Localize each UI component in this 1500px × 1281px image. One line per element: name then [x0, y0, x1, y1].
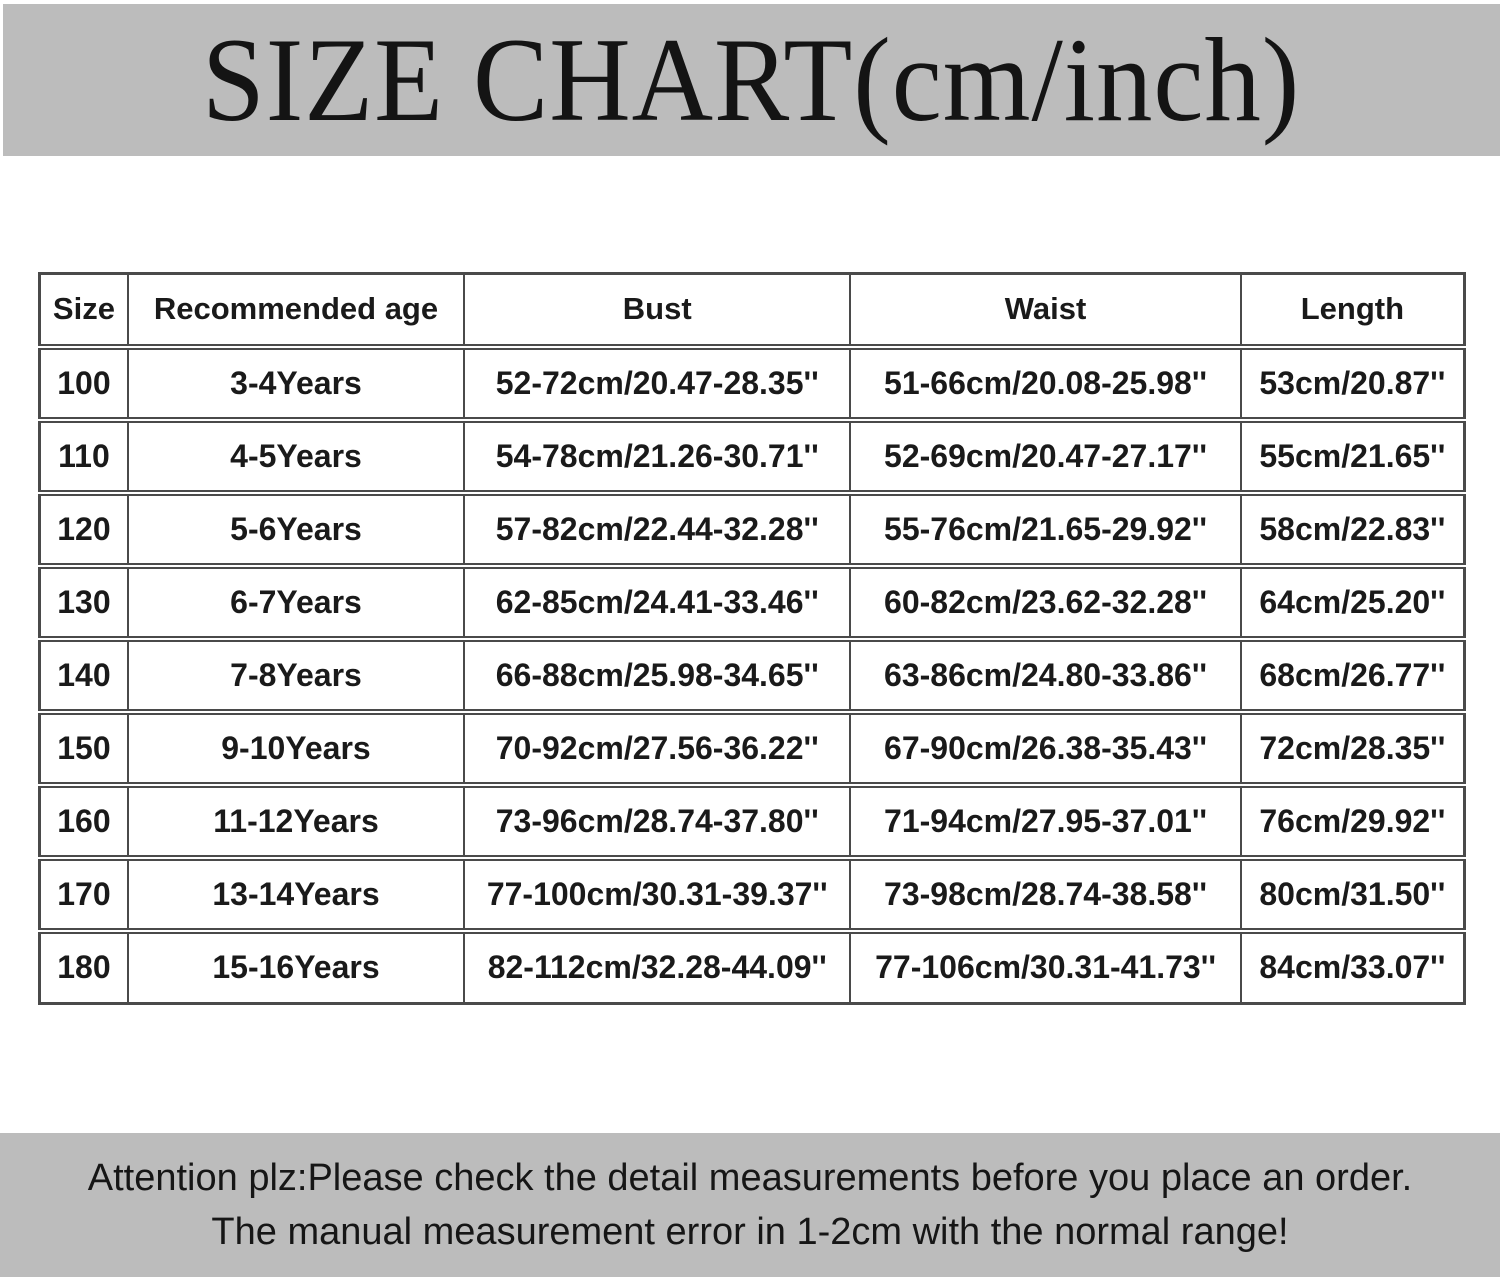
table-row: 180 15-16Years 82-112cm/32.28-44.09'' 77-10…	[38, 927, 1466, 1005]
cell-recommended-age: 4-5Years	[126, 416, 466, 494]
table-row: 120 5-6Years 57-82cm/22.44-32.28'' 55-76cm/…	[38, 489, 1466, 567]
table-header-row: Size Recommended age Bust Waist Length	[38, 272, 1466, 348]
column-header-waist: Waist	[849, 272, 1242, 348]
table-row: 140 7-8Years 66-88cm/25.98-34.65'' 63-86cm/…	[38, 635, 1466, 713]
column-header-size: Size	[38, 272, 129, 348]
cell-length: 53cm/20.87''	[1239, 343, 1466, 421]
table-row: 150 9-10Years 70-92cm/27.56-36.22'' 67-90cm…	[38, 708, 1466, 786]
cell-size: 130	[38, 562, 129, 640]
cell-waist: 63-86cm/24.80-33.86''	[849, 635, 1242, 713]
cell-length: 68cm/26.77''	[1239, 635, 1466, 713]
cell-bust: 62-85cm/24.41-33.46''	[463, 562, 852, 640]
cell-waist: 77-106cm/30.31-41.73''	[849, 927, 1242, 1005]
attention-text-line1: Attention plz:Please check the detail me…	[87, 1157, 1413, 1199]
cell-waist: 67-90cm/26.38-35.43''	[849, 708, 1242, 786]
cell-recommended-age: 6-7Years	[126, 562, 466, 640]
cell-recommended-age: 11-12Years	[126, 781, 466, 859]
cell-bust: 77-100cm/30.31-39.37''	[463, 854, 852, 932]
table-header-row: Size Recommended age Bust Waist Length	[38, 272, 1466, 348]
cell-recommended-age: 9-10Years	[126, 708, 466, 786]
title-banner: SIZE CHART(cm/inch)	[3, 4, 1500, 156]
cell-length: 64cm/25.20''	[1239, 562, 1466, 640]
attention-banner: Attention plz:Please check the detail me…	[0, 1133, 1500, 1277]
cell-recommended-age: 5-6Years	[126, 489, 466, 567]
cell-length: 72cm/28.35''	[1239, 708, 1466, 786]
cell-size: 160	[38, 781, 129, 859]
cell-waist: 55-76cm/21.65-29.92''	[849, 489, 1242, 567]
cell-recommended-age: 7-8Years	[126, 635, 466, 713]
cell-length: 80cm/31.50''	[1239, 854, 1466, 932]
column-header-recommended-age: Recommended age	[126, 272, 466, 348]
cell-bust: 70-92cm/27.56-36.22''	[463, 708, 852, 786]
cell-bust: 52-72cm/20.47-28.35''	[463, 343, 852, 421]
cell-size: 110	[38, 416, 129, 494]
cell-length: 84cm/33.07''	[1239, 927, 1466, 1005]
cell-waist: 52-69cm/20.47-27.17''	[849, 416, 1242, 494]
cell-waist: 51-66cm/20.08-25.98''	[849, 343, 1242, 421]
cell-size: 170	[38, 854, 129, 932]
column-header-length: Length	[1239, 272, 1466, 348]
table-row: 130 6-7Years 62-85cm/24.41-33.46'' 60-82cm/…	[38, 562, 1466, 640]
cell-waist: 71-94cm/27.95-37.01''	[849, 781, 1242, 859]
cell-size: 150	[38, 708, 129, 786]
cell-waist: 60-82cm/23.62-32.28''	[849, 562, 1242, 640]
cell-bust: 82-112cm/32.28-44.09''	[463, 927, 852, 1005]
cell-recommended-age: 15-16Years	[126, 927, 466, 1005]
table-row: 170 13-14Years 77-100cm/30.31-39.37'' 73-98…	[38, 854, 1466, 932]
cell-bust: 66-88cm/25.98-34.65''	[463, 635, 852, 713]
cell-bust: 54-78cm/21.26-30.71''	[463, 416, 852, 494]
cell-length: 58cm/22.83''	[1239, 489, 1466, 567]
table-row: 110 4-5Years 54-78cm/21.26-30.71'' 52-69cm/…	[38, 416, 1466, 494]
size-chart-table: Size Recommended age Bust Waist Length 100 3-…	[38, 272, 1466, 1005]
cell-bust: 57-82cm/22.44-32.28''	[463, 489, 852, 567]
cell-bust: 73-96cm/28.74-37.80''	[463, 781, 852, 859]
table-body: 100 3-4Years 52-72cm/20.47-28.35'' 51-66cm/…	[38, 343, 1466, 1005]
cell-length: 55cm/21.65''	[1239, 416, 1466, 494]
page-title: SIZE CHART(cm/inch)	[202, 13, 1301, 146]
cell-size: 120	[38, 489, 129, 567]
cell-recommended-age: 13-14Years	[126, 854, 466, 932]
cell-size: 180	[38, 927, 129, 1005]
table-row: 100 3-4Years 52-72cm/20.47-28.35'' 51-66cm/…	[38, 343, 1466, 421]
cell-length: 76cm/29.92''	[1239, 781, 1466, 859]
table-row: 160 11-12Years 73-96cm/28.74-37.80'' 71-94c…	[38, 781, 1466, 859]
cell-size: 100	[38, 343, 129, 421]
cell-waist: 73-98cm/28.74-38.58''	[849, 854, 1242, 932]
attention-text-line2: The manual measurement error in 1-2cm wi…	[211, 1211, 1289, 1253]
cell-recommended-age: 3-4Years	[126, 343, 466, 421]
cell-size: 140	[38, 635, 129, 713]
column-header-bust: Bust	[463, 272, 852, 348]
